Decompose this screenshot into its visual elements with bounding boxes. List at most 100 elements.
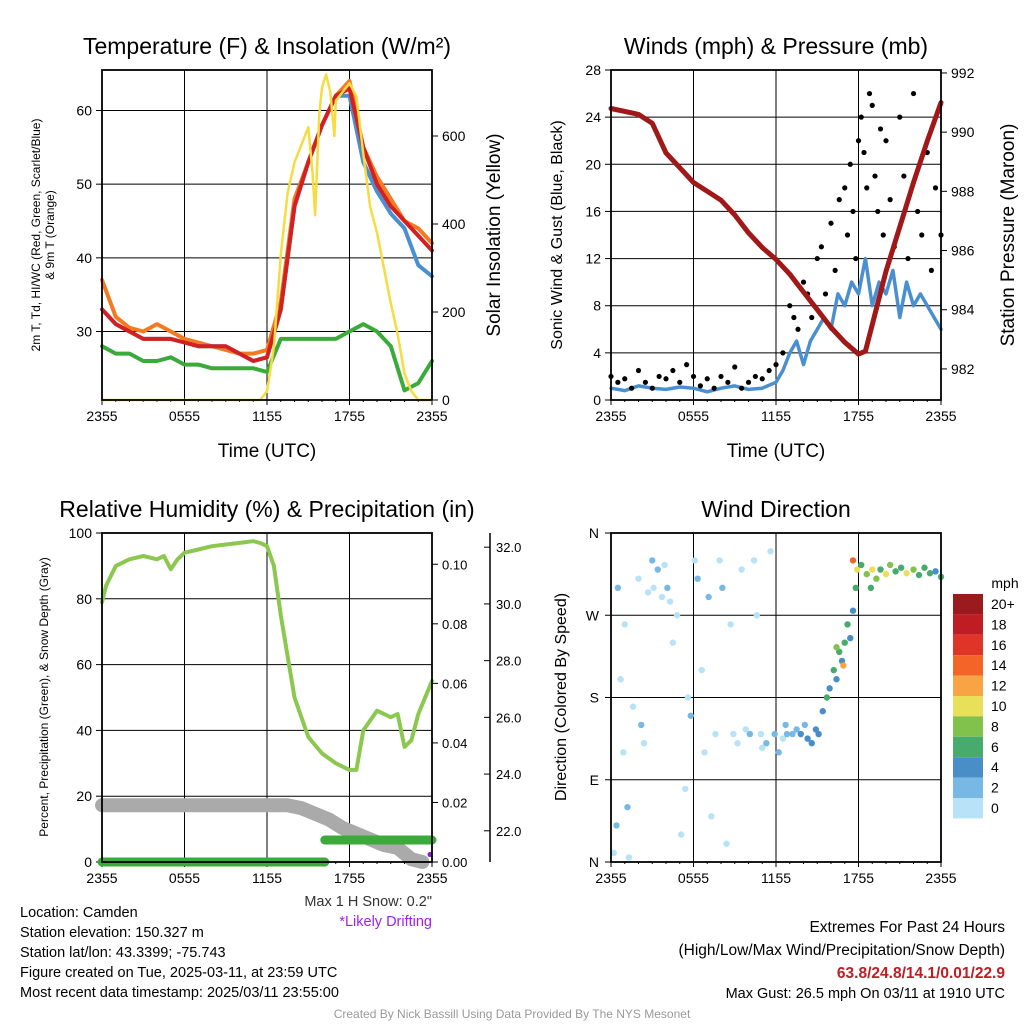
- x-tick-label: 0555: [169, 408, 200, 424]
- x-axis-label: Time (UTC): [727, 441, 826, 462]
- y-tick-label: 4: [593, 345, 601, 361]
- gust-point: [752, 373, 758, 380]
- gust-point: [649, 385, 655, 391]
- y2-tick-label: 0.06: [442, 676, 467, 691]
- gust-point: [704, 376, 710, 382]
- gust-point: [915, 208, 921, 215]
- y-tick-label: 8: [593, 298, 601, 314]
- wind-direction-point: [716, 557, 723, 564]
- wind-direction-point: [687, 712, 694, 719]
- wind-direction-point: [625, 854, 633, 861]
- y-tick-label: 80: [76, 591, 92, 607]
- x-tick-label: 2355: [86, 408, 117, 424]
- wind-direction-point: [833, 676, 840, 683]
- chart-title: Relative Humidity (%) & Precipitation (i…: [59, 496, 474, 522]
- extremes-title: Extremes For Past 24 Hours: [809, 919, 1005, 936]
- y2-tick-label: 0.00: [442, 855, 467, 870]
- plot-frame: [101, 69, 433, 401]
- credit-text: Created By Nick Bassill Using Data Provi…: [333, 1007, 691, 1021]
- gust-point: [853, 255, 859, 262]
- wind-direction-point: [852, 584, 859, 592]
- wind-direction-point: [853, 566, 861, 573]
- y3-tick-label: 30.0: [496, 597, 521, 612]
- wind-direction-point: [730, 730, 737, 738]
- legend-title: mph: [991, 575, 1018, 591]
- y2-tick-label: 0.02: [442, 795, 467, 810]
- x-tick-label: 2355: [595, 870, 626, 886]
- wind-direction-point: [750, 557, 758, 564]
- gust-point: [864, 185, 870, 191]
- wind-direction-point: [746, 730, 754, 738]
- gust-point: [663, 376, 669, 382]
- gust-point: [928, 267, 934, 273]
- wind-direction-point: [664, 584, 671, 592]
- wind-direction-point: [759, 744, 766, 751]
- y2-tick-label: 988: [951, 183, 975, 199]
- wind-direction-point: [613, 822, 620, 829]
- plot-frame: [101, 532, 433, 863]
- wind-direction-point: [734, 739, 741, 747]
- gust-point: [635, 367, 642, 374]
- legend-swatch: [953, 716, 983, 737]
- wind-direction-point: [738, 566, 745, 573]
- gust-point: [809, 314, 815, 321]
- x-tick-label: 2355: [416, 870, 447, 886]
- wind-direction-point: [669, 639, 677, 646]
- legend-label: 4: [991, 759, 999, 775]
- wind-direction-point: [719, 584, 726, 592]
- extremes-subtitle: (High/Low/Max Wind/Precipitation/Snow De…: [678, 942, 1006, 959]
- legend-swatch: [953, 675, 983, 696]
- gust-point: [711, 385, 717, 391]
- wind-direction-point: [757, 730, 765, 738]
- wind-direction-point: [614, 584, 622, 592]
- wind-direction-point: [654, 566, 661, 573]
- x-tick-label: 0555: [678, 870, 709, 886]
- max-snow-text: Max 1 H Snow: 0.2": [304, 894, 432, 910]
- legend-label: 0: [991, 800, 999, 816]
- y3-tick-label: 26.0: [496, 710, 521, 725]
- y2-tick-label: 0: [442, 392, 450, 408]
- gust-point: [844, 232, 851, 238]
- y2-tick-label: 0.08: [442, 617, 467, 632]
- wind-direction-point: [661, 561, 668, 569]
- elevation-text: Station elevation: 150.327 m: [20, 925, 204, 941]
- gust-point: [725, 379, 731, 385]
- series-9m-t: [100, 79, 434, 356]
- y-tick-label: 0: [84, 854, 92, 870]
- y-tick-label: 50: [76, 176, 92, 192]
- y-tick-label: W: [586, 607, 600, 623]
- legend-swatch: [953, 798, 983, 819]
- wind-direction-point: [823, 694, 831, 701]
- legend-swatch: [953, 757, 983, 778]
- wind-direction-point: [673, 612, 681, 619]
- series-snow-depth: [95, 798, 430, 869]
- x-tick-label: 1155: [761, 870, 791, 886]
- drifting-text: *Likely Drifting: [339, 914, 432, 930]
- gust-point: [897, 114, 903, 120]
- x-tick-label: 0555: [169, 870, 200, 886]
- y3-tick-label: 22.0: [496, 824, 521, 839]
- x-tick-label: 2355: [925, 870, 956, 886]
- gust-point: [622, 376, 628, 382]
- wind-direction-point: [849, 557, 857, 564]
- y3-tick-label: 28.0: [496, 654, 521, 669]
- wind-direction-point: [763, 739, 770, 747]
- wind-direction-point: [698, 666, 705, 674]
- wind-direction-point: [767, 548, 774, 555]
- gust-point: [677, 379, 683, 385]
- y-axis-label: Sonic Wind & Gust (Blue, Black): [549, 120, 566, 349]
- wind-direction-point: [753, 612, 760, 619]
- gust-point: [901, 173, 907, 179]
- gust-point: [836, 197, 842, 203]
- gust-point: [684, 362, 690, 368]
- wind-direction-point: [771, 730, 778, 738]
- wind-direction-point: [844, 621, 851, 628]
- legend-label: 20+: [991, 596, 1015, 612]
- gust-point: [800, 279, 807, 285]
- gust-point: [818, 244, 824, 250]
- gust-point: [780, 350, 786, 356]
- wind-direction-point: [682, 785, 689, 793]
- wind-direction-point: [797, 730, 804, 738]
- gust-point: [877, 126, 884, 132]
